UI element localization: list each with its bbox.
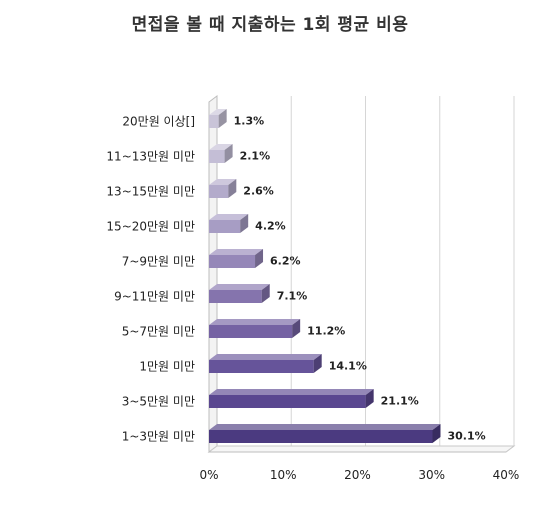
bar (209, 255, 256, 268)
category-label: 13~15만원 미만 (106, 185, 195, 199)
x-tick-label: 0% (199, 468, 218, 482)
category-label: 15~20만원 미만 (106, 220, 195, 234)
category-label: 5~7만원 미만 (122, 325, 195, 339)
bar-end (365, 389, 374, 408)
data-label: 11.2% (307, 325, 345, 338)
bar-end (292, 319, 301, 338)
bar-end (313, 354, 322, 373)
data-label: 7.1% (277, 290, 308, 303)
bar (209, 150, 225, 163)
category-label: 3~5만원 미만 (122, 395, 195, 409)
bar (209, 290, 262, 303)
bar-end (255, 249, 264, 268)
data-label: 4.2% (255, 220, 286, 233)
category-label: 7~9만원 미만 (122, 255, 195, 269)
bar-top (209, 354, 322, 360)
data-label: 30.1% (447, 430, 485, 443)
data-label: 2.1% (240, 150, 271, 163)
category-label: 20만원 이상[] (122, 115, 195, 129)
category-label: 11~13만원 미만 (106, 150, 195, 164)
data-label: 1.3% (234, 115, 265, 128)
category-label: 9~11만원 미만 (114, 290, 195, 304)
bar-top (209, 109, 227, 115)
bar-top (209, 319, 301, 325)
bar-end (224, 144, 233, 163)
bar (209, 360, 314, 373)
data-label: 21.1% (381, 395, 419, 408)
chart-title: 면접을 볼 때 지출하는 1회 평균 비용 (131, 15, 409, 35)
x-tick-label: 20% (344, 468, 371, 482)
x-tick-label: 10% (270, 468, 297, 482)
bar (209, 430, 433, 443)
floor (207, 445, 516, 453)
bar-top (209, 249, 264, 255)
bar-top (209, 424, 441, 430)
bar (209, 220, 241, 233)
data-label: 6.2% (270, 255, 301, 268)
bar-end (228, 179, 237, 198)
data-label: 14.1% (329, 360, 367, 373)
bar-top (209, 389, 374, 395)
bar-end (261, 284, 270, 303)
bar (209, 395, 366, 408)
data-label: 2.6% (243, 185, 274, 198)
category-label: 1~3만원 미만 (122, 430, 195, 444)
x-tick-label: 40% (493, 468, 520, 482)
bar-top (209, 214, 249, 220)
bar-top (209, 144, 233, 150)
bar-end (240, 214, 249, 233)
category-label: 1만원 미만 (139, 360, 195, 374)
x-tick-label: 30% (418, 468, 445, 482)
bar (209, 185, 229, 198)
bar-end (218, 109, 227, 128)
bar-top (209, 179, 237, 185)
bar (209, 115, 219, 128)
bar (209, 325, 293, 338)
bar-top (209, 284, 270, 290)
bar-end (432, 424, 441, 443)
